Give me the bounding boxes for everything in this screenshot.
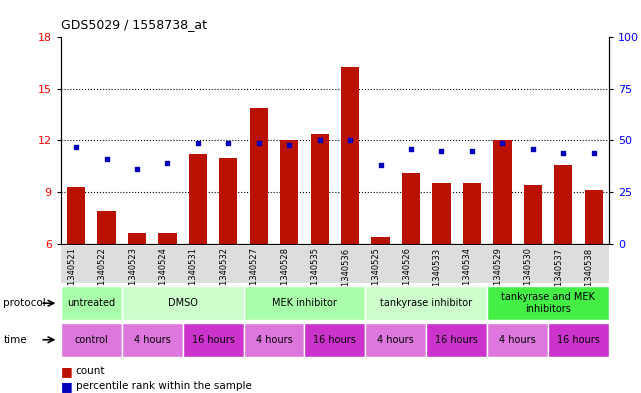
Text: GSM1340530: GSM1340530 [524, 248, 533, 303]
Text: GSM1340535: GSM1340535 [311, 248, 320, 303]
Bar [183, 323, 244, 357]
Bar [244, 286, 365, 320]
Text: untreated: untreated [67, 298, 115, 308]
Text: 4 hours: 4 hours [499, 335, 536, 345]
Text: tankyrase inhibitor: tankyrase inhibitor [380, 298, 472, 308]
Text: GSM1340534: GSM1340534 [463, 248, 472, 303]
Bar [97, 211, 115, 244]
Text: ■: ■ [61, 380, 72, 393]
Text: GSM1340526: GSM1340526 [402, 248, 411, 303]
Point [162, 160, 172, 166]
Bar [128, 233, 146, 244]
Bar [158, 233, 176, 244]
Bar [310, 134, 329, 244]
Point [345, 137, 355, 143]
Bar [365, 286, 487, 320]
Point [497, 140, 508, 146]
Text: GSM1340531: GSM1340531 [189, 248, 198, 303]
Bar [61, 286, 122, 320]
Bar [493, 140, 512, 244]
Bar [402, 173, 420, 244]
Bar [219, 158, 237, 244]
Text: 4 hours: 4 hours [378, 335, 414, 345]
Text: GSM1340538: GSM1340538 [585, 248, 594, 304]
Bar [432, 184, 451, 244]
Point [588, 150, 599, 156]
Bar [554, 165, 572, 244]
Text: GSM1340524: GSM1340524 [158, 248, 167, 303]
Bar [122, 286, 244, 320]
Bar [341, 66, 359, 244]
Text: GSM1340525: GSM1340525 [372, 248, 381, 303]
Text: 16 hours: 16 hours [557, 335, 600, 345]
Point [376, 162, 386, 168]
Text: 16 hours: 16 hours [435, 335, 478, 345]
Point [406, 145, 416, 152]
Point [254, 140, 264, 146]
Text: GSM1340533: GSM1340533 [433, 248, 442, 304]
Bar [67, 187, 85, 244]
Bar [426, 323, 487, 357]
Bar [280, 140, 298, 244]
Bar [487, 323, 548, 357]
Bar [463, 184, 481, 244]
Bar [188, 154, 207, 244]
Text: time: time [3, 335, 27, 345]
Text: DMSO: DMSO [168, 298, 197, 308]
Bar [249, 108, 268, 244]
Point [101, 156, 112, 162]
Text: GSM1340522: GSM1340522 [97, 248, 106, 303]
Point [467, 148, 477, 154]
Text: MEK inhibitor: MEK inhibitor [272, 298, 337, 308]
Text: control: control [74, 335, 108, 345]
Bar [487, 286, 609, 320]
Point [558, 150, 569, 156]
Point [315, 137, 325, 143]
Bar [548, 323, 609, 357]
Bar [365, 323, 426, 357]
Bar [524, 185, 542, 244]
Point [437, 148, 447, 154]
Bar [371, 237, 390, 244]
Point [132, 166, 142, 173]
Text: count: count [76, 366, 105, 376]
Text: percentile rank within the sample: percentile rank within the sample [76, 381, 251, 391]
Point [193, 140, 203, 146]
Bar [304, 323, 365, 357]
Text: protocol: protocol [3, 298, 46, 308]
Bar [122, 323, 183, 357]
Bar [585, 190, 603, 244]
Text: GSM1340532: GSM1340532 [219, 248, 228, 303]
Bar [61, 246, 609, 283]
Text: ■: ■ [61, 365, 72, 378]
Bar [244, 323, 304, 357]
Text: GDS5029 / 1558738_at: GDS5029 / 1558738_at [61, 18, 207, 31]
Text: 4 hours: 4 hours [134, 335, 171, 345]
Text: 16 hours: 16 hours [313, 335, 356, 345]
Text: GSM1340527: GSM1340527 [250, 248, 259, 303]
Text: GSM1340523: GSM1340523 [128, 248, 137, 303]
Point [223, 140, 233, 146]
Text: GSM1340537: GSM1340537 [554, 248, 563, 304]
Point [71, 143, 81, 150]
Text: GSM1340528: GSM1340528 [280, 248, 289, 303]
Text: tankyrase and MEK
inhibitors: tankyrase and MEK inhibitors [501, 292, 595, 314]
Text: GSM1340529: GSM1340529 [494, 248, 503, 303]
Text: 16 hours: 16 hours [192, 335, 235, 345]
Point [284, 141, 294, 148]
Text: 4 hours: 4 hours [256, 335, 292, 345]
Point [528, 145, 538, 152]
Text: GSM1340536: GSM1340536 [341, 248, 350, 304]
Bar [61, 323, 122, 357]
Text: GSM1340521: GSM1340521 [67, 248, 76, 303]
